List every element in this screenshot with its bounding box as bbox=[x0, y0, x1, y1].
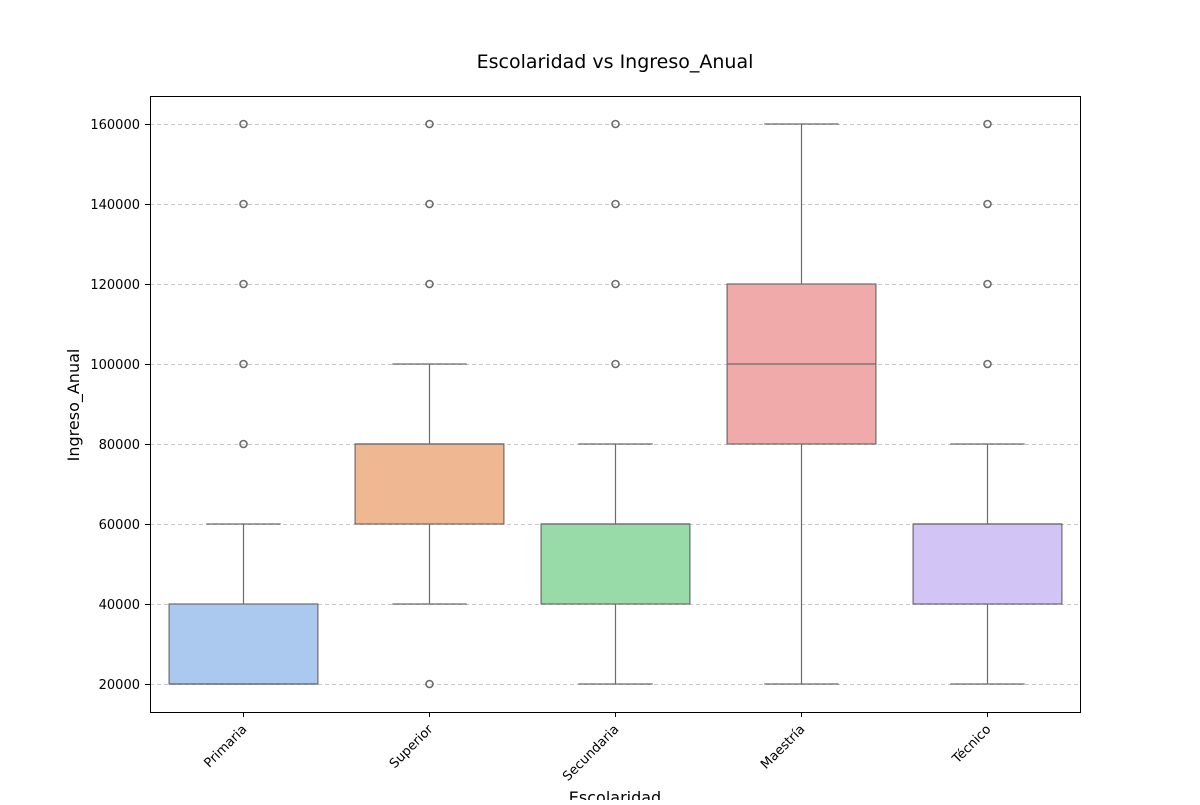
outlier-point bbox=[611, 359, 620, 369]
chart-title: Escolaridad vs Ingreso_Anual bbox=[477, 51, 754, 73]
y-tick-label: 60000 bbox=[99, 518, 140, 533]
outlier-point bbox=[983, 359, 992, 369]
outlier-point bbox=[425, 679, 434, 689]
box-group bbox=[540, 119, 691, 685]
y-tick-label: 120000 bbox=[90, 278, 140, 293]
outlier-point bbox=[239, 199, 248, 209]
outlier-point bbox=[425, 279, 434, 289]
box-group bbox=[168, 119, 319, 685]
box-group bbox=[354, 119, 505, 689]
x-tick-label: Superior bbox=[387, 722, 437, 772]
iqr-box bbox=[912, 523, 1063, 605]
iqr-box bbox=[168, 603, 319, 685]
y-tick-label: 20000 bbox=[99, 678, 140, 693]
outlier-point bbox=[239, 359, 248, 369]
box-group bbox=[912, 119, 1063, 685]
box-layer bbox=[168, 119, 1063, 689]
outlier-point bbox=[425, 199, 434, 209]
outlier-point bbox=[239, 279, 248, 289]
outlier-point bbox=[239, 119, 248, 129]
outlier-point bbox=[611, 279, 620, 289]
outlier-point bbox=[983, 279, 992, 289]
y-tick-label: 40000 bbox=[99, 598, 140, 613]
x-tick-label: Secundaria bbox=[560, 722, 622, 784]
y-tick-label: 100000 bbox=[90, 358, 140, 373]
box-group bbox=[726, 123, 877, 685]
y-tick-label: 140000 bbox=[90, 198, 140, 213]
y-axis-title: Ingreso_Anual bbox=[64, 349, 84, 462]
iqr-box bbox=[540, 523, 691, 605]
x-tick-label: Maestría bbox=[758, 722, 808, 772]
y-tick-label: 160000 bbox=[90, 118, 140, 133]
outlier-point bbox=[983, 119, 992, 129]
outlier-point bbox=[611, 119, 620, 129]
x-tick-label: Técnico bbox=[949, 722, 994, 767]
outlier-point bbox=[425, 119, 434, 129]
iqr-box bbox=[354, 443, 505, 525]
x-tick-label: Primaria bbox=[201, 722, 250, 771]
x-axis-title: Escolaridad bbox=[569, 788, 661, 800]
outlier-point bbox=[239, 439, 248, 449]
outlier-point bbox=[611, 199, 620, 209]
outlier-point bbox=[983, 199, 992, 209]
y-tick-label: 80000 bbox=[99, 438, 140, 453]
